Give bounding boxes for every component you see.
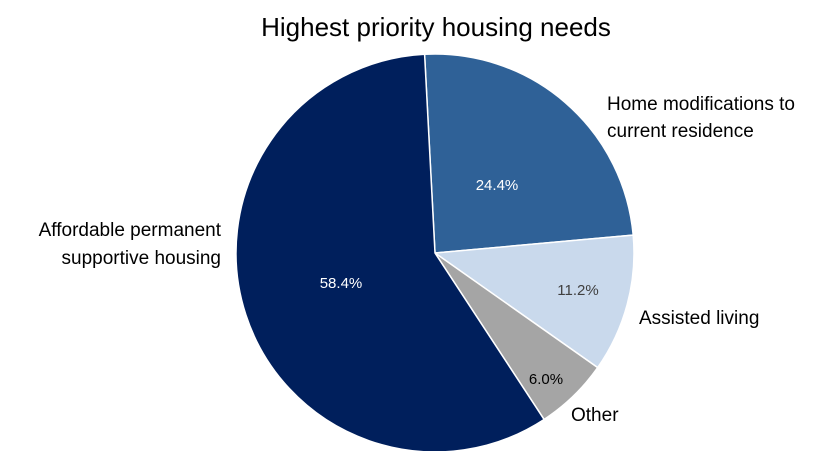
pie-category-label-line: Home modifications to [607, 94, 795, 115]
pie-category-label: Assisted living [639, 308, 759, 329]
pie-slice [235, 53, 546, 451]
pie-slice [423, 53, 635, 254]
pie-data-label: 11.2% [557, 282, 598, 299]
pie-slice [432, 234, 635, 369]
chart-title: Highest priority housing needs [261, 12, 611, 42]
pie-data-labels: 24.4% 11.2% 6.0% 58.4% [320, 177, 599, 388]
pie-category-label-line: Affordable permanent [39, 220, 222, 241]
pie-category-label-line: supportive housing [62, 248, 222, 269]
pie-category-labels: Home modifications to current residence As… [39, 94, 795, 426]
pie-slices [235, 53, 635, 451]
pie-data-label: 58.4% [320, 275, 363, 292]
pie-category-label: Affordable permanent supportive housing [39, 220, 222, 269]
pie-category-label-line: Assisted living [639, 308, 759, 329]
pie-category-label: Home modifications to current residence [607, 94, 795, 142]
pie-data-label: 24.4% [476, 177, 519, 194]
pie-category-label: Other [571, 405, 619, 426]
pie-category-label-line: Other [571, 405, 619, 426]
pie-category-label-line: current residence [607, 121, 754, 142]
pie-data-label: 6.0% [529, 371, 563, 388]
